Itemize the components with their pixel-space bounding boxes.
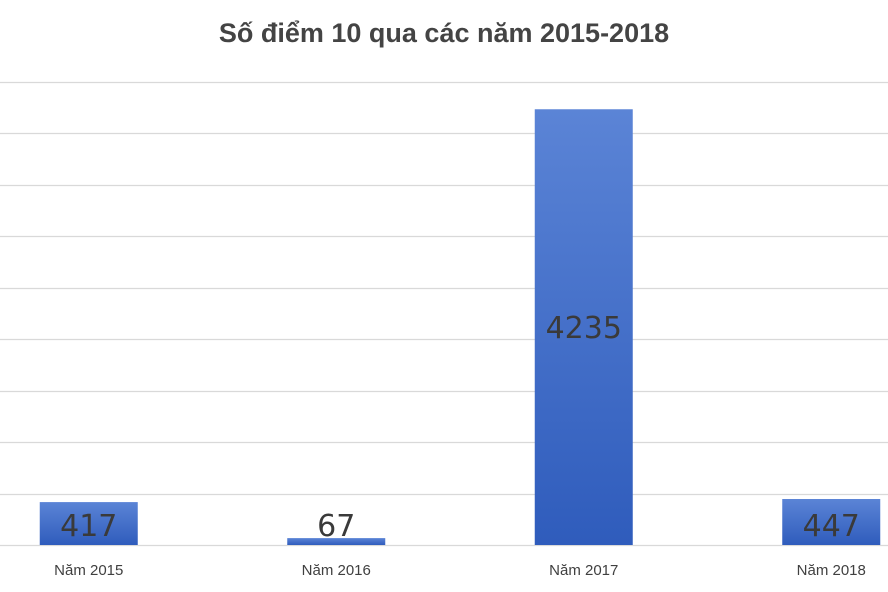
data-label: 417 [60, 509, 117, 544]
data-label: 447 [803, 509, 860, 544]
data-labels: 417 67 4235 447 [60, 311, 860, 544]
bar [782, 499, 881, 545]
data-label: 67 [317, 509, 355, 544]
x-tick-label: Năm 2016 [302, 562, 371, 579]
x-tick-label: Năm 2017 [549, 562, 618, 579]
x-tick-label: Năm 2015 [54, 562, 123, 579]
x-tick-label: Năm 2018 [797, 562, 866, 579]
x-axis-tick-labels: Năm 2015 Năm 2016 Năm 2017 Năm 2018 [54, 562, 866, 579]
bar [287, 538, 386, 545]
bars [39, 109, 881, 545]
data-label: 4235 [546, 311, 622, 346]
chart-title: Số điểm 10 qua các năm 2015-2018 [218, 18, 670, 48]
bar [39, 502, 138, 545]
bar [534, 109, 633, 545]
gridlines [0, 81, 888, 547]
